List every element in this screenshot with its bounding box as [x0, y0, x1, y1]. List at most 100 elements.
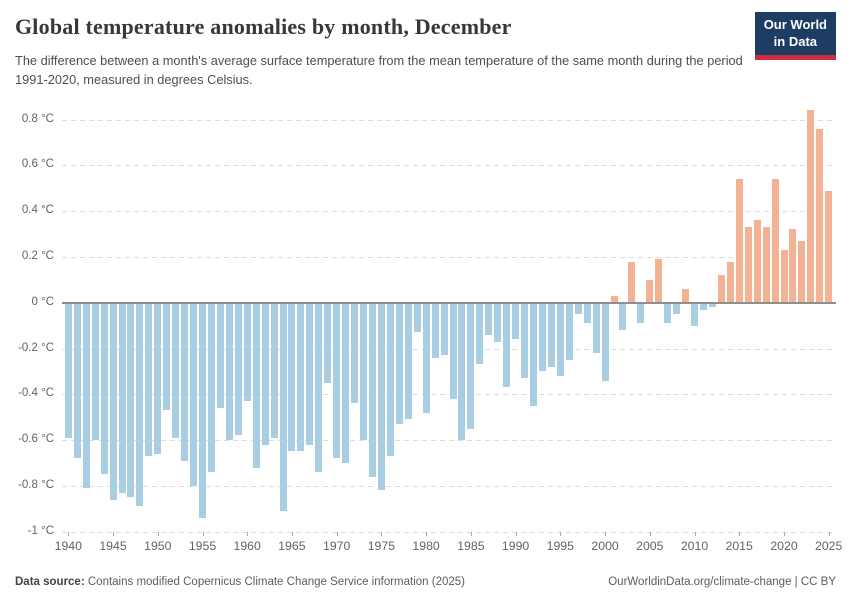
bar-1968[interactable]	[315, 302, 323, 473]
bar-1977[interactable]	[395, 302, 403, 425]
bar-2025[interactable]	[825, 190, 833, 303]
bar-2010[interactable]	[691, 302, 698, 326]
owid-logo[interactable]: Our World in Data	[754, 12, 836, 60]
bar-1955[interactable]	[199, 302, 206, 518]
bar-1964[interactable]	[279, 302, 287, 512]
bar-1996[interactable]	[565, 302, 573, 360]
x-axis-tick-label: 1955	[188, 539, 217, 553]
bar-1958[interactable]	[225, 302, 233, 441]
bar-2003[interactable]	[628, 261, 636, 303]
owid-logo-line1: Our World	[763, 17, 827, 32]
bar-1966[interactable]	[297, 302, 305, 452]
bar-1988[interactable]	[494, 302, 502, 342]
x-axis-tick-label: 2000	[591, 539, 619, 553]
x-axis-tick-label: 2015	[725, 539, 753, 553]
bar-1941[interactable]	[73, 302, 81, 459]
bar-1999[interactable]	[592, 302, 600, 354]
bar-2004[interactable]	[637, 302, 645, 324]
x-axis-tick-label: 1950	[144, 539, 172, 553]
bar-1979[interactable]	[413, 302, 421, 333]
bar-2011[interactable]	[700, 302, 707, 310]
bar-2006[interactable]	[655, 259, 663, 303]
bar-1981[interactable]	[431, 302, 439, 358]
bar-1957[interactable]	[216, 302, 224, 408]
bar-2019[interactable]	[771, 179, 779, 303]
bar-1969[interactable]	[324, 302, 332, 383]
bar-1982[interactable]	[440, 302, 448, 356]
bar-1992[interactable]	[530, 302, 537, 406]
bar-1946[interactable]	[118, 302, 126, 493]
bar-1943[interactable]	[91, 302, 99, 441]
bar-1956[interactable]	[207, 302, 215, 473]
bar-1976[interactable]	[386, 302, 394, 457]
bar-1973[interactable]	[360, 302, 367, 441]
bar-1987[interactable]	[485, 302, 493, 335]
bar-1947[interactable]	[127, 302, 135, 498]
bar-2005[interactable]	[646, 279, 654, 303]
bar-2000[interactable]	[601, 302, 609, 381]
bar-1948[interactable]	[136, 302, 144, 507]
bar-2018[interactable]	[762, 227, 770, 303]
bar-1974[interactable]	[369, 302, 376, 477]
bar-1962[interactable]	[261, 302, 269, 445]
bar-1983[interactable]	[449, 302, 457, 399]
bar-1980[interactable]	[422, 302, 430, 413]
bar-2002[interactable]	[619, 302, 627, 331]
bar-1997[interactable]	[574, 302, 582, 315]
bar-2007[interactable]	[664, 302, 672, 324]
bar-2014[interactable]	[726, 261, 734, 303]
bar-1945[interactable]	[109, 302, 117, 500]
bar-1989[interactable]	[503, 302, 511, 388]
bar-2008[interactable]	[673, 302, 681, 315]
x-axis-tick-label: 1995	[546, 539, 574, 553]
bar-2021[interactable]	[789, 229, 797, 303]
bar-2016[interactable]	[744, 227, 752, 303]
bar-1971[interactable]	[342, 302, 350, 463]
bar-1963[interactable]	[270, 302, 278, 438]
bar-1951[interactable]	[163, 302, 171, 411]
bar-1984[interactable]	[458, 302, 466, 441]
bar-1959[interactable]	[234, 302, 242, 436]
bar-1961[interactable]	[252, 302, 260, 468]
bar-2022[interactable]	[798, 240, 806, 303]
bar-1972[interactable]	[351, 302, 359, 404]
bar-1975[interactable]	[377, 302, 385, 491]
y-gridline	[62, 485, 836, 487]
bar-1995[interactable]	[556, 302, 564, 376]
bar-1952[interactable]	[172, 302, 180, 438]
bar-1998[interactable]	[583, 302, 591, 324]
bar-2013[interactable]	[717, 275, 725, 303]
bar-1967[interactable]	[306, 302, 314, 445]
bar-1954[interactable]	[190, 302, 197, 486]
bar-2020[interactable]	[780, 250, 788, 303]
x-axis-tick-label: 1945	[99, 539, 127, 553]
bar-1942[interactable]	[82, 302, 90, 489]
bar-1944[interactable]	[100, 302, 108, 475]
credit-link[interactable]: OurWorldinData.org/climate-change | CC B…	[608, 576, 836, 588]
bar-1985[interactable]	[467, 302, 475, 429]
bar-1953[interactable]	[181, 302, 189, 461]
bar-2012[interactable]	[708, 302, 716, 308]
bar-1940[interactable]	[64, 302, 72, 438]
bar-1993[interactable]	[538, 302, 546, 372]
bar-2023[interactable]	[807, 110, 815, 303]
bar-1986[interactable]	[476, 302, 484, 365]
bar-2015[interactable]	[735, 179, 743, 303]
bar-1949[interactable]	[145, 302, 153, 457]
x-axis-tick	[426, 531, 428, 536]
bar-1970[interactable]	[333, 302, 341, 459]
bar-1994[interactable]	[547, 302, 555, 367]
bar-1960[interactable]	[243, 302, 251, 402]
y-gridline	[62, 531, 836, 533]
bar-1991[interactable]	[521, 302, 528, 379]
bar-1965[interactable]	[288, 302, 296, 452]
bar-2001[interactable]	[610, 295, 618, 303]
bar-1990[interactable]	[512, 302, 520, 340]
bar-2017[interactable]	[753, 220, 761, 303]
bar-2009[interactable]	[682, 289, 690, 303]
x-axis-tick-label: 1980	[412, 539, 440, 553]
x-axis-tick	[784, 531, 785, 536]
bar-1950[interactable]	[154, 302, 162, 454]
bar-2024[interactable]	[816, 128, 824, 303]
bar-1978[interactable]	[404, 302, 412, 420]
